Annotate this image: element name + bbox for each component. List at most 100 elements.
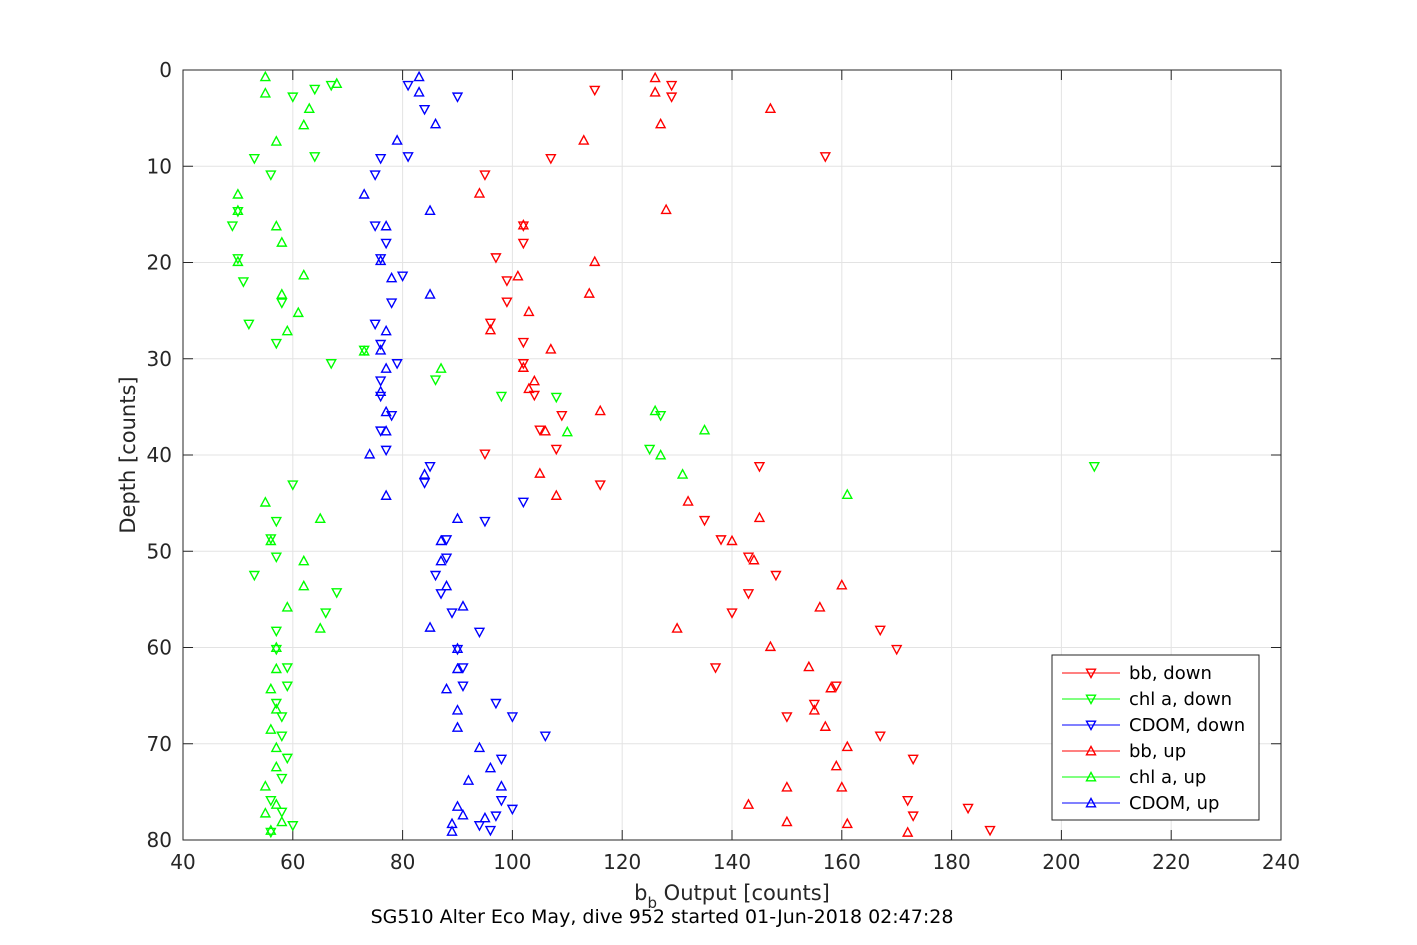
data-point-up (649, 404, 661, 416)
data-point-down (374, 376, 387, 387)
data-point-up (270, 741, 283, 753)
data-point-down (501, 276, 513, 287)
data-point-up (819, 720, 832, 731)
data-point-up (726, 534, 738, 546)
data-point-up (902, 826, 914, 837)
data-point-down (528, 390, 541, 402)
data-point-down (226, 221, 239, 232)
data-point-down (517, 221, 530, 232)
data-point-up (473, 187, 486, 198)
data-point-up (654, 449, 667, 460)
data-point-up (270, 219, 283, 231)
data-point-down (643, 444, 656, 456)
data-point-down (369, 221, 381, 232)
data-point-down (385, 298, 398, 309)
data-point-down (709, 663, 722, 674)
data-point-up (429, 117, 442, 129)
data-point-up (281, 324, 293, 336)
data-point-up (764, 640, 777, 652)
data-point-up (462, 774, 475, 785)
data-point-up (374, 254, 387, 266)
data-point-up (259, 807, 272, 818)
data-point-down (490, 698, 502, 710)
data-point-up (814, 601, 826, 612)
data-point-up (649, 71, 661, 83)
y-tick-label: 70 (147, 732, 172, 756)
data-point-up (363, 448, 376, 459)
x-tick-label: 100 (493, 850, 531, 874)
data-point-down (753, 462, 766, 473)
data-point-up (517, 361, 530, 372)
data-point-down (402, 152, 414, 163)
data-point-up (298, 579, 310, 591)
data-point-down (451, 644, 464, 656)
y-axis-label: Depth [counts] (116, 376, 140, 533)
x-tick-label: 220 (1152, 850, 1190, 874)
data-point-up (292, 306, 304, 318)
legend-label: CDOM, down (1129, 715, 1245, 736)
data-point-down (473, 627, 486, 639)
data-point-up (671, 622, 683, 633)
data-point-down (276, 773, 288, 785)
x-tick-label: 140 (713, 850, 751, 874)
data-point-up (451, 512, 464, 524)
x-axis-label-subscript: b (647, 894, 657, 912)
data-point-up (270, 760, 283, 772)
data-point-down (479, 449, 491, 461)
data-point-down (446, 608, 458, 619)
data-point-up (232, 188, 244, 199)
data-point-down (742, 552, 755, 563)
data-point-up (528, 374, 541, 386)
data-point-down (874, 625, 886, 637)
data-point-down (418, 104, 431, 116)
data-point-up (265, 534, 277, 546)
data-point-down (698, 515, 711, 527)
data-point-down (665, 92, 678, 103)
legend-marker (1085, 694, 1097, 705)
data-point-down (440, 553, 453, 564)
data-point-down (287, 821, 299, 832)
data-point-up (435, 554, 447, 566)
data-point-down (1088, 462, 1101, 473)
data-point-up (331, 77, 343, 89)
data-point-up (446, 825, 458, 836)
data-point-up (550, 489, 562, 500)
data-point-down (369, 170, 381, 181)
x-tick-label: 160 (823, 850, 861, 874)
data-point-down (287, 480, 299, 491)
data-point-up (698, 424, 711, 435)
data-point-up (380, 362, 392, 373)
legend-marker (1085, 745, 1097, 756)
data-point-down (457, 681, 469, 692)
data-point-down (440, 535, 453, 546)
y-tick-label: 80 (147, 828, 172, 852)
data-point-up (451, 721, 464, 732)
y-tick-label: 10 (147, 154, 172, 178)
data-point-up (473, 741, 486, 753)
y-tick-label: 30 (147, 347, 172, 371)
data-point-down (396, 271, 409, 282)
data-point-up (298, 118, 310, 130)
data-point-up (451, 642, 464, 653)
data-point-down (281, 681, 293, 692)
x-tick-label: 80 (390, 850, 415, 874)
data-point-up (578, 134, 590, 145)
data-point-down (539, 731, 552, 743)
data-point-down (781, 712, 793, 723)
data-point-down (770, 570, 782, 582)
data-point-up (276, 288, 288, 299)
data-point-down (902, 796, 914, 807)
data-point-down (495, 796, 508, 807)
data-point-down (874, 731, 886, 743)
legend-marker (1085, 771, 1097, 782)
data-point-down (984, 825, 996, 837)
data-point-up (435, 362, 447, 373)
data-point-up (380, 424, 392, 436)
data-point-up (418, 468, 431, 479)
data-point-up (259, 70, 272, 82)
data-markers (226, 70, 1101, 839)
data-point-up (836, 578, 848, 590)
x-tick-label: 200 (1042, 850, 1080, 874)
data-point-up (385, 271, 398, 283)
